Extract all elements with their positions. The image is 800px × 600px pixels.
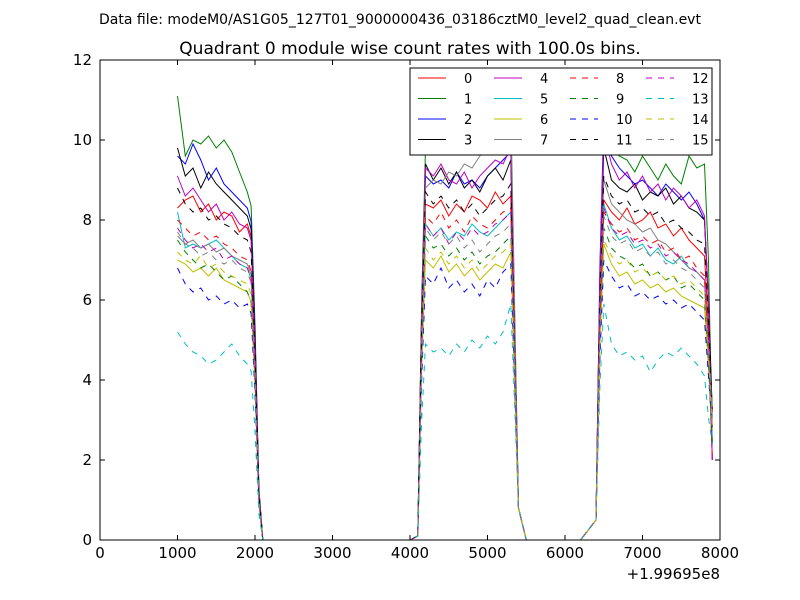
legend-label-5: 5 <box>540 93 548 108</box>
legend-label-7: 7 <box>540 134 548 149</box>
y-tick-label-4: 8 <box>82 211 92 229</box>
x-tick-label-5: 5000 <box>468 544 506 562</box>
x-tick-label-8: 8000 <box>701 544 739 562</box>
series-line-10 <box>177 259 713 540</box>
legend-label-6: 6 <box>540 113 548 128</box>
legend-label-4: 4 <box>540 72 548 87</box>
suptitle: Data file: modeM0/AS1G05_127T01_90000004… <box>99 12 701 28</box>
legend-label-3: 3 <box>464 134 472 149</box>
series-line-15 <box>177 215 713 540</box>
chart-title: Quadrant 0 module wise count rates with … <box>179 39 640 59</box>
legend-label-10: 10 <box>616 113 633 128</box>
legend-label-8: 8 <box>616 72 624 87</box>
legend-frame <box>409 67 713 156</box>
x-tick-label-6: 6000 <box>546 544 584 562</box>
legend-label-13: 13 <box>692 93 709 108</box>
y-tick-label-5: 10 <box>73 131 92 149</box>
y-tick-label-0: 0 <box>82 531 92 549</box>
x-tick-label-4: 4000 <box>391 544 429 562</box>
legend-label-1: 1 <box>464 93 472 108</box>
legend-label-9: 9 <box>616 93 624 108</box>
x-tick-label-1: 1000 <box>158 544 196 562</box>
series-line-4 <box>177 131 713 540</box>
legend-label-15: 15 <box>692 134 709 149</box>
y-tick-label-6: 12 <box>73 51 92 69</box>
x-tick-label-2: 2000 <box>236 544 274 562</box>
series-line-13 <box>177 303 713 540</box>
legend-label-2: 2 <box>464 113 472 128</box>
axes: 0 1000 2000 3000 4000 5000 6000 7000 80000246810… <box>73 51 739 562</box>
legend-label-0: 0 <box>464 72 472 87</box>
legend-label-11: 11 <box>616 134 633 149</box>
x-offset-label: +1.99695e8 <box>627 565 720 583</box>
y-tick-label-3: 6 <box>82 291 92 309</box>
series-line-12 <box>177 207 713 540</box>
legend-label-14: 14 <box>692 113 709 128</box>
x-tick-label-0: 0 <box>95 544 105 562</box>
y-tick-label-2: 4 <box>82 371 92 389</box>
y-tick-label-1: 2 <box>82 451 92 469</box>
x-tick-label-3: 3000 <box>313 544 351 562</box>
x-tick-label-7: 7000 <box>623 544 661 562</box>
legend-label-12: 12 <box>692 72 709 87</box>
